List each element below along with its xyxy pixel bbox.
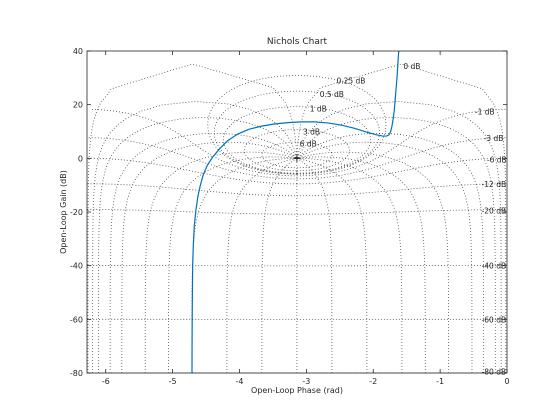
x-tick-label: -5 xyxy=(169,377,177,386)
n-contour xyxy=(296,141,473,373)
contour-label: -40 dB xyxy=(482,262,507,271)
contour-label: -1 dB xyxy=(475,107,495,116)
y-tick-label: -40 xyxy=(70,262,83,271)
y-tick-label: -80 xyxy=(70,369,83,378)
y-tick-label: 20 xyxy=(73,101,83,110)
response-line xyxy=(191,50,400,374)
m-contour xyxy=(88,137,507,180)
m-contour xyxy=(87,183,507,197)
n-contour xyxy=(109,132,298,373)
n-contour xyxy=(296,157,403,373)
contour-label: 3 dB xyxy=(303,128,320,137)
marker-layer xyxy=(293,154,301,162)
m-contour xyxy=(213,90,380,175)
contour-label: -80 dB xyxy=(482,368,507,377)
y-tick-label: -20 xyxy=(70,208,83,217)
contour-label: 1 dB xyxy=(310,105,327,114)
m-contour xyxy=(222,106,371,174)
contour-label: 0 dB xyxy=(403,62,420,71)
contour-label: -12 dB xyxy=(482,180,507,189)
n-contour xyxy=(296,132,485,373)
n-contour xyxy=(296,156,426,373)
x-tick-label: -6 xyxy=(102,377,110,386)
n-contour xyxy=(121,141,298,373)
n-contour xyxy=(296,117,496,373)
contour-label: -3 dB xyxy=(484,134,504,143)
x-axis-label: Open-Loop Phase (rad) xyxy=(251,386,343,395)
x-tick-label: -1 xyxy=(436,377,444,386)
contour-label: 0.25 dB xyxy=(336,77,365,86)
n-contour xyxy=(144,151,298,373)
x-tick-label: -2 xyxy=(369,377,377,386)
critical-point-marker xyxy=(293,154,301,162)
contour-label: 0.5 dB xyxy=(320,90,344,99)
n-contour xyxy=(296,151,450,373)
x-tick-label: -3 xyxy=(302,377,310,386)
y-tick-label: 0 xyxy=(78,154,83,163)
contour-label: -6 dB xyxy=(487,156,507,165)
n-contour xyxy=(168,156,298,373)
m-contour xyxy=(243,129,350,172)
contour-label: -60 dB xyxy=(482,315,507,324)
axis-ticks: -6 -5 -4 -3 -2 -1 0 -80 -60 -40 -20 0 20 40 xyxy=(70,47,510,386)
series-layer xyxy=(191,50,400,374)
contour-label: 6 dB xyxy=(300,140,317,149)
x-tick-label: 0 xyxy=(504,377,509,386)
y-axis-label: Open-Loop Gain (dB) xyxy=(59,170,68,254)
n-contour xyxy=(98,117,298,373)
grid-contours xyxy=(87,63,508,374)
n-contour xyxy=(261,157,298,373)
y-tick-label: 40 xyxy=(73,47,83,56)
x-tick-label: -4 xyxy=(235,377,243,386)
n-contour xyxy=(87,63,298,373)
n-contour xyxy=(296,157,368,373)
y-tick-label: -60 xyxy=(70,315,83,324)
n-contour xyxy=(296,157,333,373)
chart-title: Nichols Chart xyxy=(267,37,328,47)
contour-label: -20 dB xyxy=(482,207,507,216)
contour-labels: 0 dB 0.25 dB 0.5 dB 1 dB 3 dB 6 dB -1 dB -3 dB -… xyxy=(300,62,507,377)
